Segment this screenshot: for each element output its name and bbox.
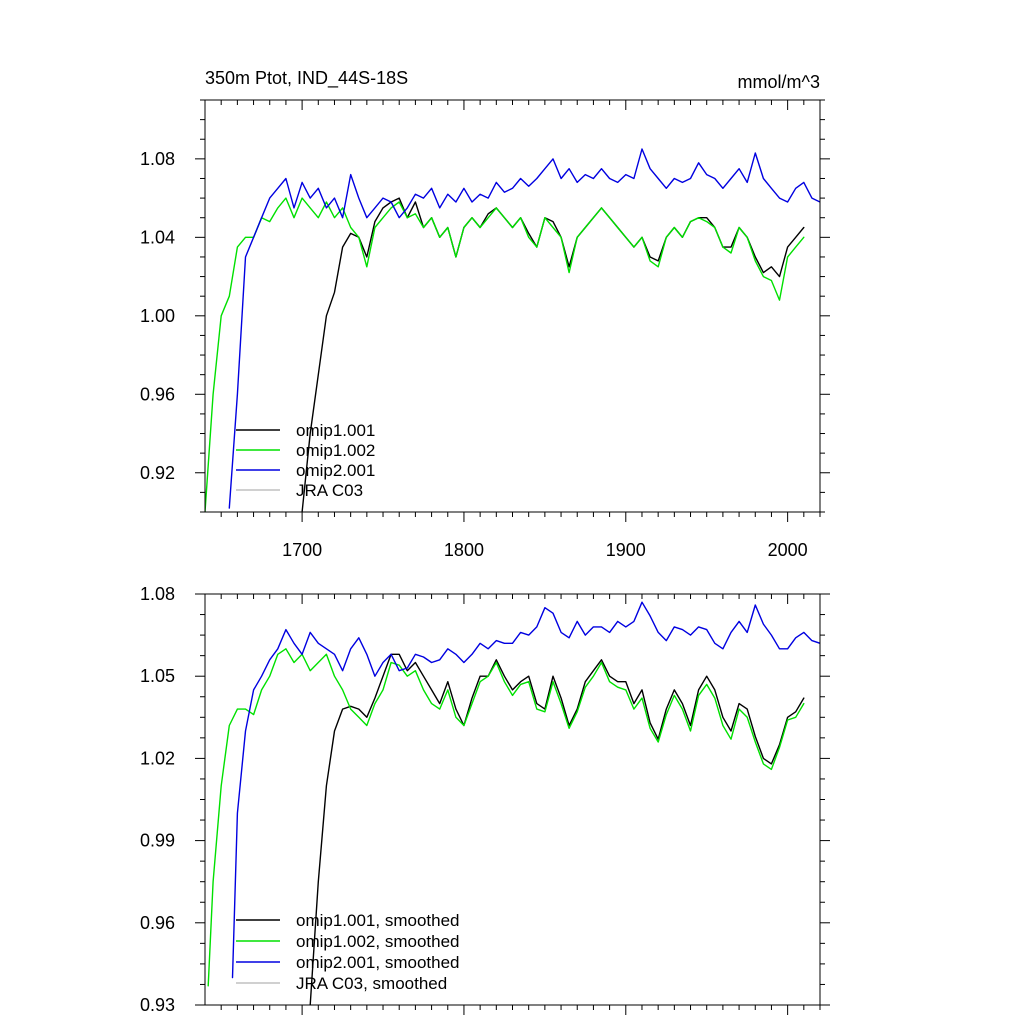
series-group: [205, 148, 820, 512]
legend-label-2: omip1.002: [296, 441, 375, 460]
bottom-panel: 0.93 0.96 0.99 1.02 1.05 1.08 omip1.001, smoot…: [140, 584, 830, 1015]
y-tick-label: 0.96: [140, 384, 175, 404]
y-tick-label: 1.05: [140, 666, 175, 686]
legend-label-1: omip1.001, smoothed: [296, 911, 460, 930]
legend-label-3: omip2.001: [296, 461, 375, 480]
units-label: mmol/m^3: [738, 72, 820, 92]
legend-label-4: JRA C03, smoothed: [296, 974, 447, 993]
series-line-3: [231, 601, 820, 979]
series-line-1: [309, 653, 805, 1005]
series-line-3: [228, 148, 820, 509]
legend: omip1.001, smoothed omip1.002, smoothed om…: [236, 911, 460, 993]
x-tick-label: 2000: [768, 540, 808, 560]
legend-label-2: omip1.002, smoothed: [296, 932, 460, 951]
top-panel: 1700 1800 1900 2000 0.92 0.96 1.00 1.04 1.08 350m…: [140, 68, 830, 560]
series-line-1: [301, 197, 805, 512]
y-tick-label: 0.99: [140, 831, 175, 851]
x-tick-label: 1900: [606, 540, 646, 560]
legend-label-4: JRA C03: [296, 481, 363, 500]
y-tick-label: 0.93: [140, 995, 175, 1015]
y-tick-label: 1.00: [140, 306, 175, 326]
y-tick-label: 0.92: [140, 463, 175, 483]
series-group: [207, 601, 820, 1005]
series-line-2: [205, 197, 805, 512]
y-tick-label: 1.08: [140, 584, 175, 604]
y-tick-label: 1.04: [140, 227, 175, 247]
y-tick-label: 1.08: [140, 149, 175, 169]
series-line-2: [207, 648, 805, 987]
y-tick-label: 0.96: [140, 913, 175, 933]
chart-title: 350m Ptot, IND_44S-18S: [205, 68, 408, 89]
legend-label-1: omip1.001: [296, 421, 375, 440]
x-tick-label: 1700: [282, 540, 322, 560]
y-tick-label: 1.02: [140, 748, 175, 768]
x-tick-label: 1800: [444, 540, 484, 560]
legend-label-3: omip2.001, smoothed: [296, 953, 460, 972]
